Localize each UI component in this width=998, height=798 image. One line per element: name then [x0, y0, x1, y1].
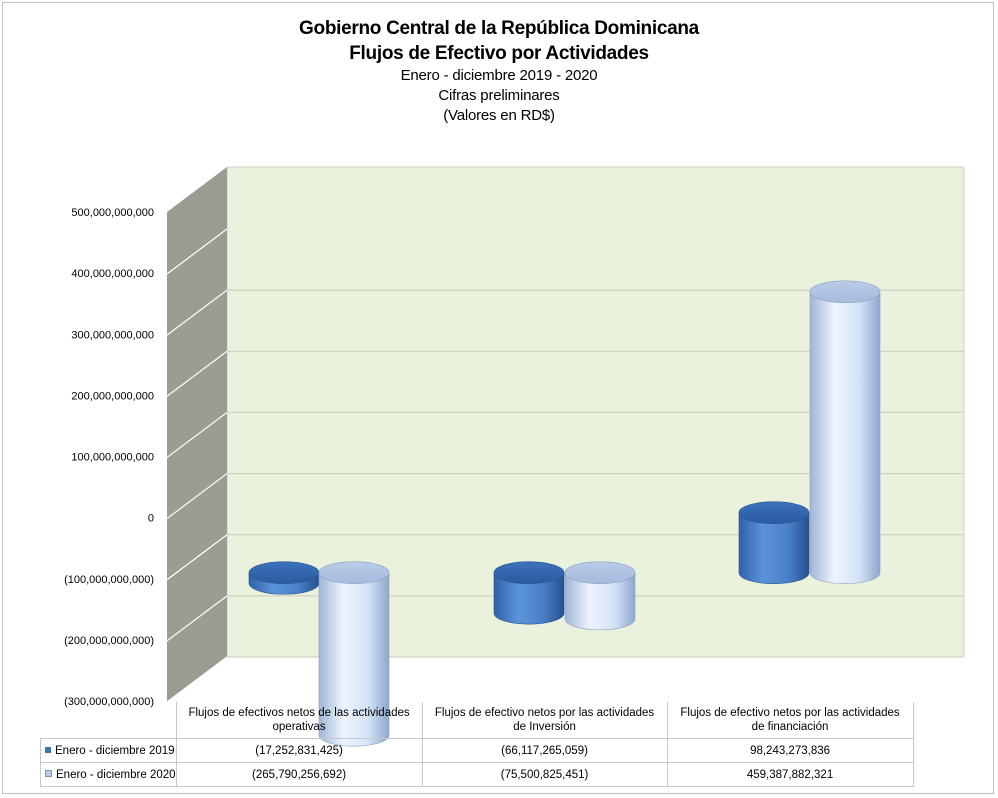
legend-entry-2020: Enero - diciembre 2020 — [40, 762, 177, 787]
bar-2019-operativas — [248, 561, 320, 595]
side-gridline — [166, 534, 228, 581]
data-label-2019-financiacion: 98,243,273,836 — [666, 738, 914, 763]
bar-body — [493, 572, 565, 625]
data-label-2019-inversion: (66,117,265,059) — [421, 738, 668, 763]
category-label-operativas-line1: Flujos de efectivos netos de las activid… — [188, 707, 410, 719]
data-table: Flujos de efectivos netos de las activid… — [40, 702, 914, 787]
legend-swatch-2019 — [45, 746, 51, 753]
bar-cap — [564, 561, 636, 585]
y-tick-label: 400,000,000,000 — [71, 268, 154, 280]
bar-2019-inversion — [493, 561, 565, 625]
category-label-financiacion-line1: Flujos de efectivo netos por las activid… — [680, 707, 900, 719]
bar-cap — [248, 561, 320, 585]
bar-2019-financiacion — [738, 501, 810, 584]
side-gridline — [166, 473, 228, 520]
side-gridline — [166, 289, 228, 336]
y-tick-label: 300,000,000,000 — [71, 329, 154, 341]
legend-label-2019: Enero - diciembre 2019 — [55, 744, 175, 757]
chart-title-block: Gobierno Central de la República Dominic… — [0, 16, 998, 126]
data-label-2020-financiacion: 459,387,882,321 — [666, 762, 914, 787]
category-label-inversion: Flujos de efectivo netos por las activid… — [421, 702, 668, 739]
data-label-2019-operativas: (17,252,831,425) — [175, 738, 423, 763]
side-gridline — [166, 228, 228, 275]
y-tick-label: 100,000,000,000 — [71, 452, 154, 464]
legend-entry-2019: Enero - diciembre 2019 — [40, 738, 177, 763]
data-table-corner — [41, 702, 177, 739]
side-gridline — [166, 595, 228, 642]
category-label-operativas-line2: operativas — [272, 721, 326, 733]
bars-layer — [248, 280, 881, 747]
chart-title: Gobierno Central de la República Dominic… — [299, 18, 699, 39]
chart-subtitle-period: Enero - diciembre 2019 - 2020 — [400, 67, 598, 84]
y-tick-label: 200,000,000,000 — [71, 390, 154, 402]
side-gridline — [166, 411, 228, 458]
side-gridline — [166, 350, 228, 397]
category-label-financiacion: Flujos de efectivo netos por las activid… — [666, 702, 914, 739]
data-table-row-2020: Enero - diciembre 2020 (265,790,256,692)… — [40, 762, 914, 787]
side-gridline — [166, 656, 228, 703]
bar-body — [738, 512, 810, 584]
bar-body — [564, 572, 636, 631]
bar-cap — [738, 501, 810, 524]
y-axis: 500,000,000,000 400,000,000,000 300,000,00… — [64, 207, 154, 708]
bar-body — [809, 291, 881, 584]
data-table-header-row: Flujos de efectivos netos de las activid… — [41, 702, 914, 739]
chart-subtitle-units: (Valores en RD$) — [443, 107, 555, 124]
bar-cap — [809, 280, 881, 304]
y-tick-label: 500,000,000,000 — [71, 207, 154, 219]
y-tick-label: (100,000,000,000) — [64, 574, 154, 586]
data-label-2020-inversion: (75,500,825,451) — [421, 762, 668, 787]
category-label-operativas: Flujos de efectivos netos de las activid… — [175, 702, 423, 739]
bar-2020-financiacion — [809, 280, 881, 584]
bar-cap — [493, 561, 565, 585]
chart-subtitle-bold: Flujos de Efectivo por Actividades — [349, 43, 649, 64]
y-tick-label: 0 — [148, 513, 154, 525]
chart-subtitle-status: Cifras preliminares — [438, 87, 560, 104]
data-label-2020-operativas: (265,790,256,692) — [175, 762, 423, 787]
data-table-row-2019: Enero - diciembre 2019 (17,252,831,425) … — [40, 738, 914, 763]
y-tick-label: (200,000,000,000) — [64, 635, 154, 647]
legend-label-2020: Enero - diciembre 2020 — [56, 768, 176, 781]
bar-cap — [318, 561, 390, 585]
bar-2020-inversion — [564, 561, 636, 631]
y-tick-label: (300,000,000,000) — [64, 696, 154, 708]
category-label-financiacion-line2: de financiación — [751, 721, 829, 733]
legend-swatch-2020 — [45, 769, 52, 777]
category-label-inversion-line1: Flujos de efectivo netos por las activid… — [434, 707, 655, 719]
category-label-inversion-line2: de Inversión — [513, 721, 576, 733]
